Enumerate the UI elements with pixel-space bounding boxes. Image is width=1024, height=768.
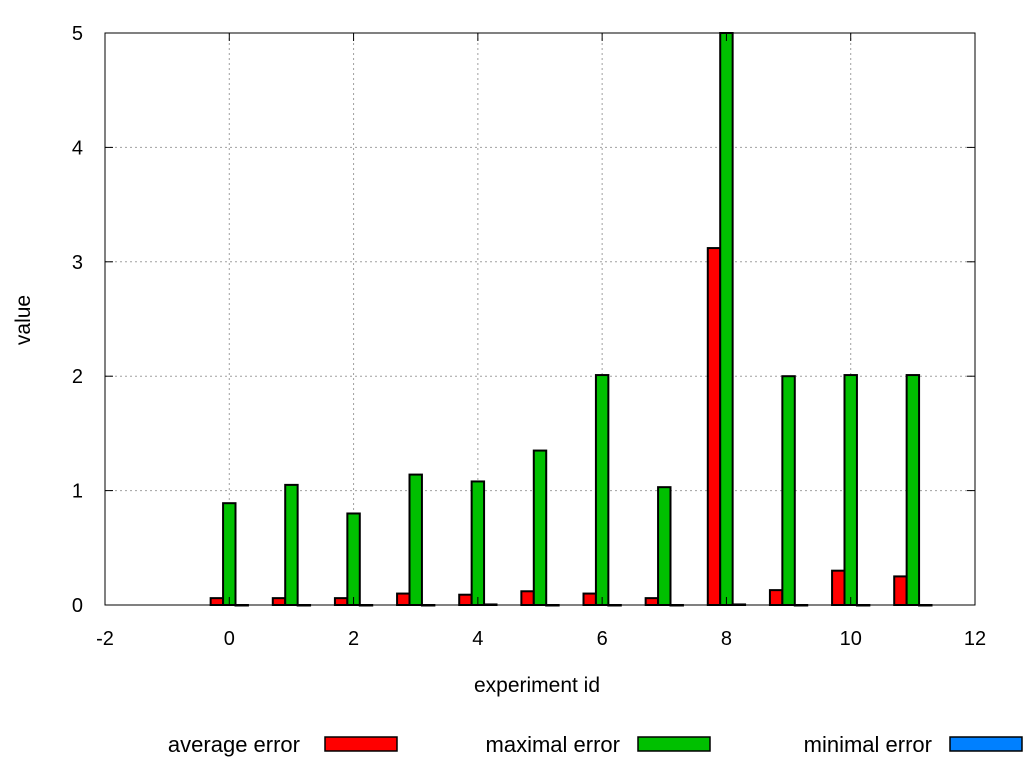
bar-average-error-3 xyxy=(396,592,411,606)
x-tick-label: 8 xyxy=(721,628,732,650)
x-tick-label: 6 xyxy=(597,628,608,650)
bar-maximal-error-3 xyxy=(408,473,423,607)
bar-average-error-11 xyxy=(893,575,908,607)
bar-average-error-2 xyxy=(333,597,349,606)
x-tick-label: 10 xyxy=(840,628,862,650)
y-axis-title: value xyxy=(12,295,35,345)
bar-maximal-error-5 xyxy=(532,449,548,606)
bar-maximal-error-11 xyxy=(905,374,921,606)
legend-swatch xyxy=(637,736,711,752)
bar-average-error-10 xyxy=(831,569,846,606)
legend-label: average error xyxy=(168,732,300,757)
x-tick-label: 2 xyxy=(348,628,359,650)
bar-maximal-error-7 xyxy=(657,486,672,606)
bar-average-error-4 xyxy=(458,593,473,606)
x-tick-label: 4 xyxy=(472,628,483,650)
bar-average-error-0 xyxy=(209,597,225,606)
bar-average-error-1 xyxy=(271,597,287,606)
bars xyxy=(209,32,933,607)
x-tick-label: 12 xyxy=(964,628,986,650)
legend-label: minimal error xyxy=(804,732,932,757)
y-tick-label: 4 xyxy=(72,137,83,159)
x-axis-title: experiment id xyxy=(474,674,600,697)
bar-average-error-7 xyxy=(644,597,660,606)
bar-maximal-error-2 xyxy=(346,512,361,606)
legend: average error maximal error minimal error xyxy=(168,732,1023,757)
bar-maximal-error-1 xyxy=(284,483,299,607)
legend-swatch xyxy=(949,736,1023,752)
y-tick-label: 1 xyxy=(72,481,83,503)
axis-ticks xyxy=(104,32,976,606)
legend-label: maximal error xyxy=(486,732,620,757)
bar-maximal-error-0 xyxy=(222,502,237,606)
y-tick-label: 3 xyxy=(72,252,83,274)
bar-maximal-error-6 xyxy=(594,374,610,606)
x-tick-label: 0 xyxy=(224,628,235,650)
plot-frame xyxy=(104,32,976,606)
bar-average-error-8 xyxy=(706,247,722,607)
bar-average-error-5 xyxy=(520,590,535,606)
y-tick-label: 5 xyxy=(72,23,83,45)
bar-average-error-9 xyxy=(768,589,784,606)
x-tick-label: -2 xyxy=(96,628,114,650)
bar-maximal-error-8 xyxy=(719,32,734,606)
bar-maximal-error-10 xyxy=(843,374,858,606)
y-tick-label: 2 xyxy=(72,366,83,388)
bar-average-error-6 xyxy=(582,592,597,606)
y-tick-label: 0 xyxy=(72,595,83,617)
bar-maximal-error-4 xyxy=(470,480,486,606)
bar-maximal-error-9 xyxy=(781,375,796,607)
legend-swatch xyxy=(324,736,398,752)
